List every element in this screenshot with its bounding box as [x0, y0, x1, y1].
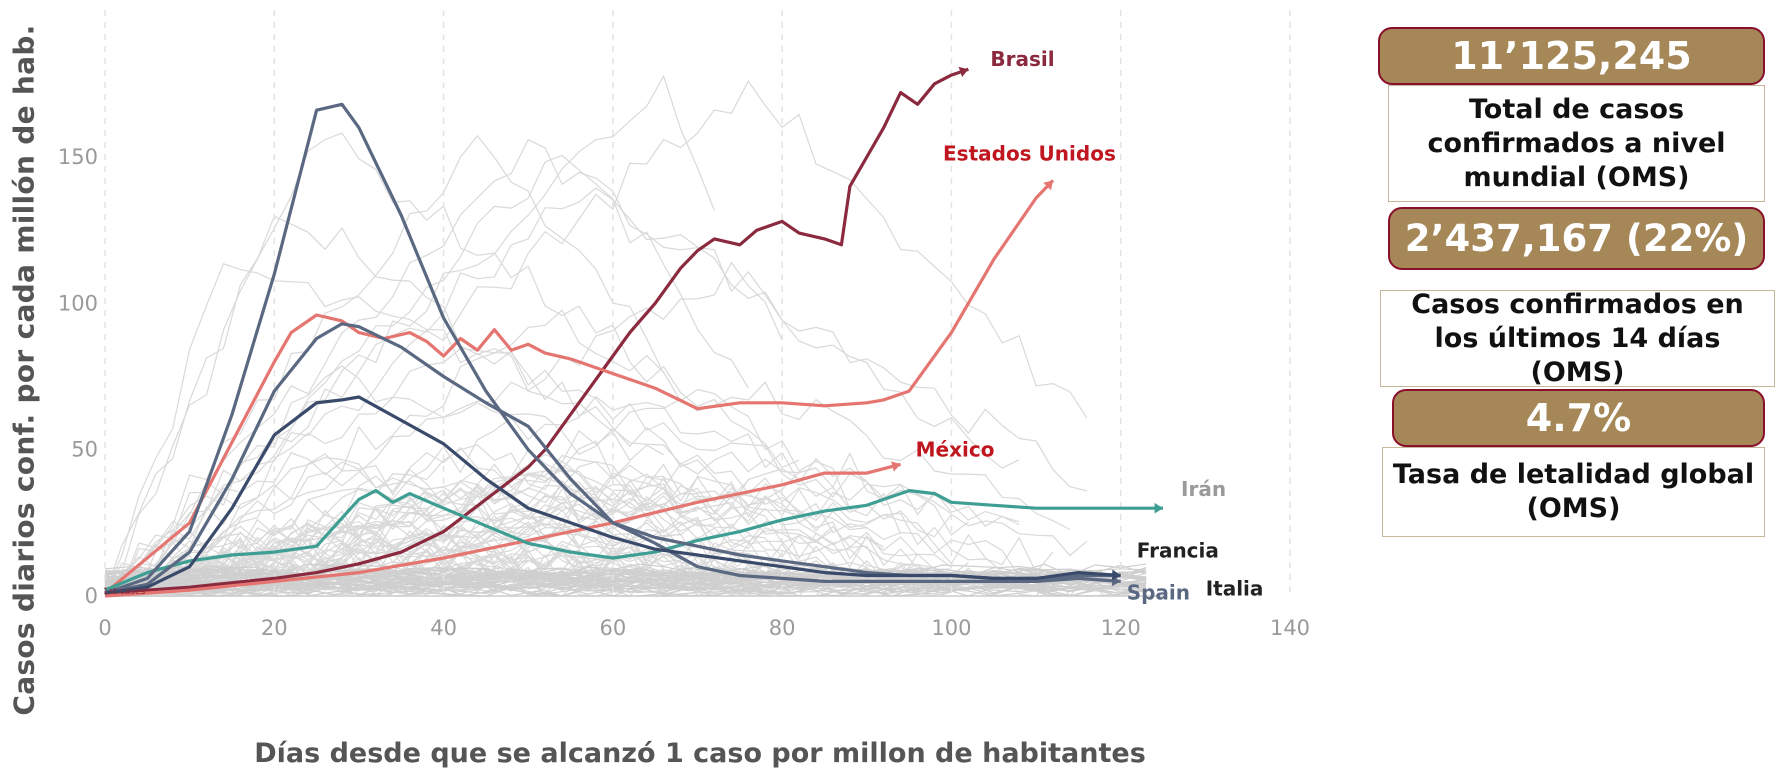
- grid: [104, 10, 1291, 597]
- y-tick-label: 150: [58, 145, 98, 169]
- series-line: [104, 395, 1121, 595]
- background-line: [104, 536, 851, 596]
- series-arrowhead: [1111, 569, 1121, 581]
- y-tick-label: 100: [58, 291, 98, 315]
- background-line: [104, 263, 969, 597]
- background-line: [104, 132, 800, 597]
- series-line: [104, 462, 902, 598]
- series-line: [104, 67, 969, 595]
- total-cases-label: Total de casos confirmados a nivel mundi…: [1388, 85, 1765, 202]
- series-arrowhead: [891, 461, 901, 472]
- lethality-value: 4.7%: [1392, 389, 1765, 447]
- lethality-label: Tasa de letalidad global (OMS): [1382, 447, 1765, 537]
- x-axis-label: Días desde que se alcanzó 1 caso por mil…: [254, 738, 1146, 769]
- background-line: [104, 481, 952, 597]
- total-cases-value: 11’125,245: [1378, 27, 1765, 85]
- series-line: [103, 179, 1055, 595]
- x-tick-label: 40: [430, 616, 457, 640]
- series-lines: [103, 66, 1164, 598]
- background-line: [104, 444, 919, 597]
- x-tick-label: 0: [98, 616, 111, 640]
- y-tick-label: 50: [71, 438, 98, 462]
- background-line: [104, 138, 1088, 597]
- background-line: [105, 476, 1054, 597]
- background-line: [104, 134, 665, 597]
- recent-cases-value: 2’437,167 (22%): [1388, 207, 1765, 270]
- series-arrowhead: [958, 66, 969, 78]
- series-arrowhead: [1043, 180, 1053, 191]
- x-tick-label: 120: [1101, 616, 1141, 640]
- x-tick-label: 60: [599, 616, 626, 640]
- background-line: [104, 187, 1020, 595]
- chart: Brasil Estados Unidos México Irán Francia Spa…: [58, 10, 1310, 640]
- series-line: [104, 489, 1163, 592]
- series-label: Brasil: [990, 47, 1054, 71]
- start-label: 1st cases: [103, 587, 145, 597]
- series-label: Francia: [1137, 539, 1219, 563]
- axis-ticks: 0 20 40 60 80 100 120 140 0 50 100 150: [58, 145, 1310, 640]
- x-tick-label: 140: [1270, 616, 1310, 640]
- background-line: [104, 261, 783, 589]
- x-tick-label: 80: [769, 616, 796, 640]
- y-axis-label: Casos diarios conf. por cada millón de h…: [7, 24, 41, 716]
- background-line: [104, 583, 1147, 597]
- background-line: [104, 563, 1147, 576]
- series-label: México: [916, 437, 995, 461]
- y-axis-label-box: Casos diarios conf. por cada millón de h…: [2, 24, 46, 715]
- background-line: [104, 215, 664, 597]
- series-line: [104, 322, 1121, 595]
- recent-cases-label: Casos confirmados en los últimos 14 días…: [1380, 289, 1775, 388]
- background-line: [104, 80, 1088, 597]
- series-label: Irán: [1181, 477, 1226, 501]
- background-line: [104, 154, 749, 597]
- background-line: [105, 452, 648, 597]
- series-label: Estados Unidos: [943, 141, 1116, 165]
- background-line: [105, 564, 1147, 578]
- background-line: [104, 580, 1147, 594]
- series-label: Spain: [1127, 580, 1190, 604]
- x-tick-label: 100: [931, 616, 971, 640]
- stats-panel: 11’125,245 Total de casos confirmados a …: [1378, 0, 1775, 540]
- series-labels: Brasil Estados Unidos México Irán Francia Spa…: [103, 47, 1263, 604]
- series-arrowhead: [1154, 502, 1164, 514]
- background-line: [104, 309, 851, 597]
- series-label: Italia: [1206, 577, 1264, 601]
- y-tick-label: 0: [85, 584, 98, 608]
- background-line: [104, 569, 1147, 582]
- x-tick-label: 20: [261, 616, 288, 640]
- background-line: [104, 489, 952, 597]
